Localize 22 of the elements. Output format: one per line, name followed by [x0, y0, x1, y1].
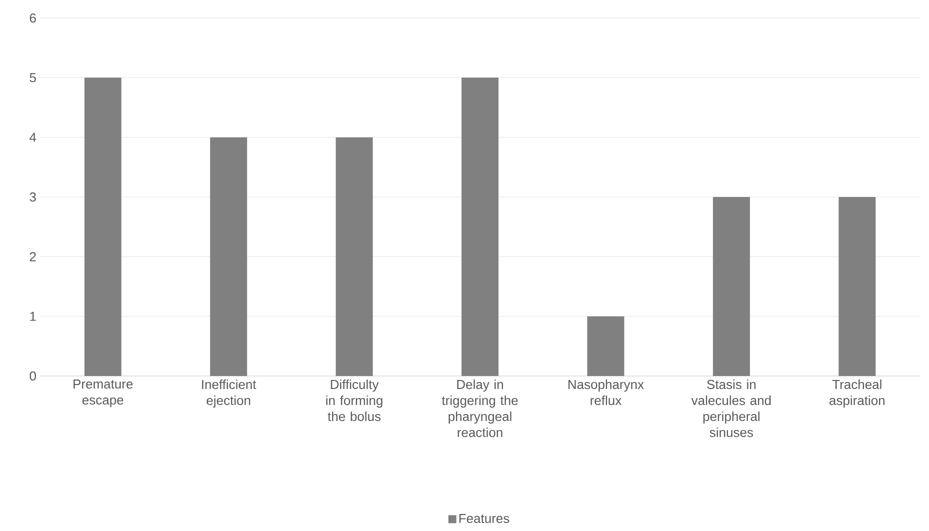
y-tick-label: 4	[30, 132, 36, 142]
bar	[838, 197, 876, 376]
x-tick-label: Delay in triggering the pharyngeal reaction	[442, 380, 518, 438]
x-tick-label: Premature escape	[74, 380, 133, 408]
bar	[712, 197, 750, 376]
x-tick-label: Stasis in valecules and peripheral sinuses	[691, 380, 771, 438]
x-tick-label: Nasopharynx reflux	[568, 380, 644, 406]
bar	[84, 78, 122, 376]
y-tick-label: 3	[30, 192, 36, 202]
bar	[462, 78, 499, 376]
y-tick-label: 1	[30, 312, 36, 321]
bar	[587, 316, 624, 376]
y-tick-label: 6	[30, 13, 36, 23]
bar	[210, 137, 248, 376]
y-tick-label: 5	[30, 73, 36, 82]
y-tick-label: 0	[30, 371, 36, 381]
legend-label: Features	[459, 514, 510, 524]
x-tick-label: Tracheal aspiration	[830, 380, 884, 408]
x-tick-label: Difficulty in forming the bolus	[326, 380, 382, 422]
bar	[336, 137, 373, 376]
x-tick-label: Inefficient ejection	[202, 380, 256, 408]
y-tick-label: 2	[30, 252, 36, 262]
